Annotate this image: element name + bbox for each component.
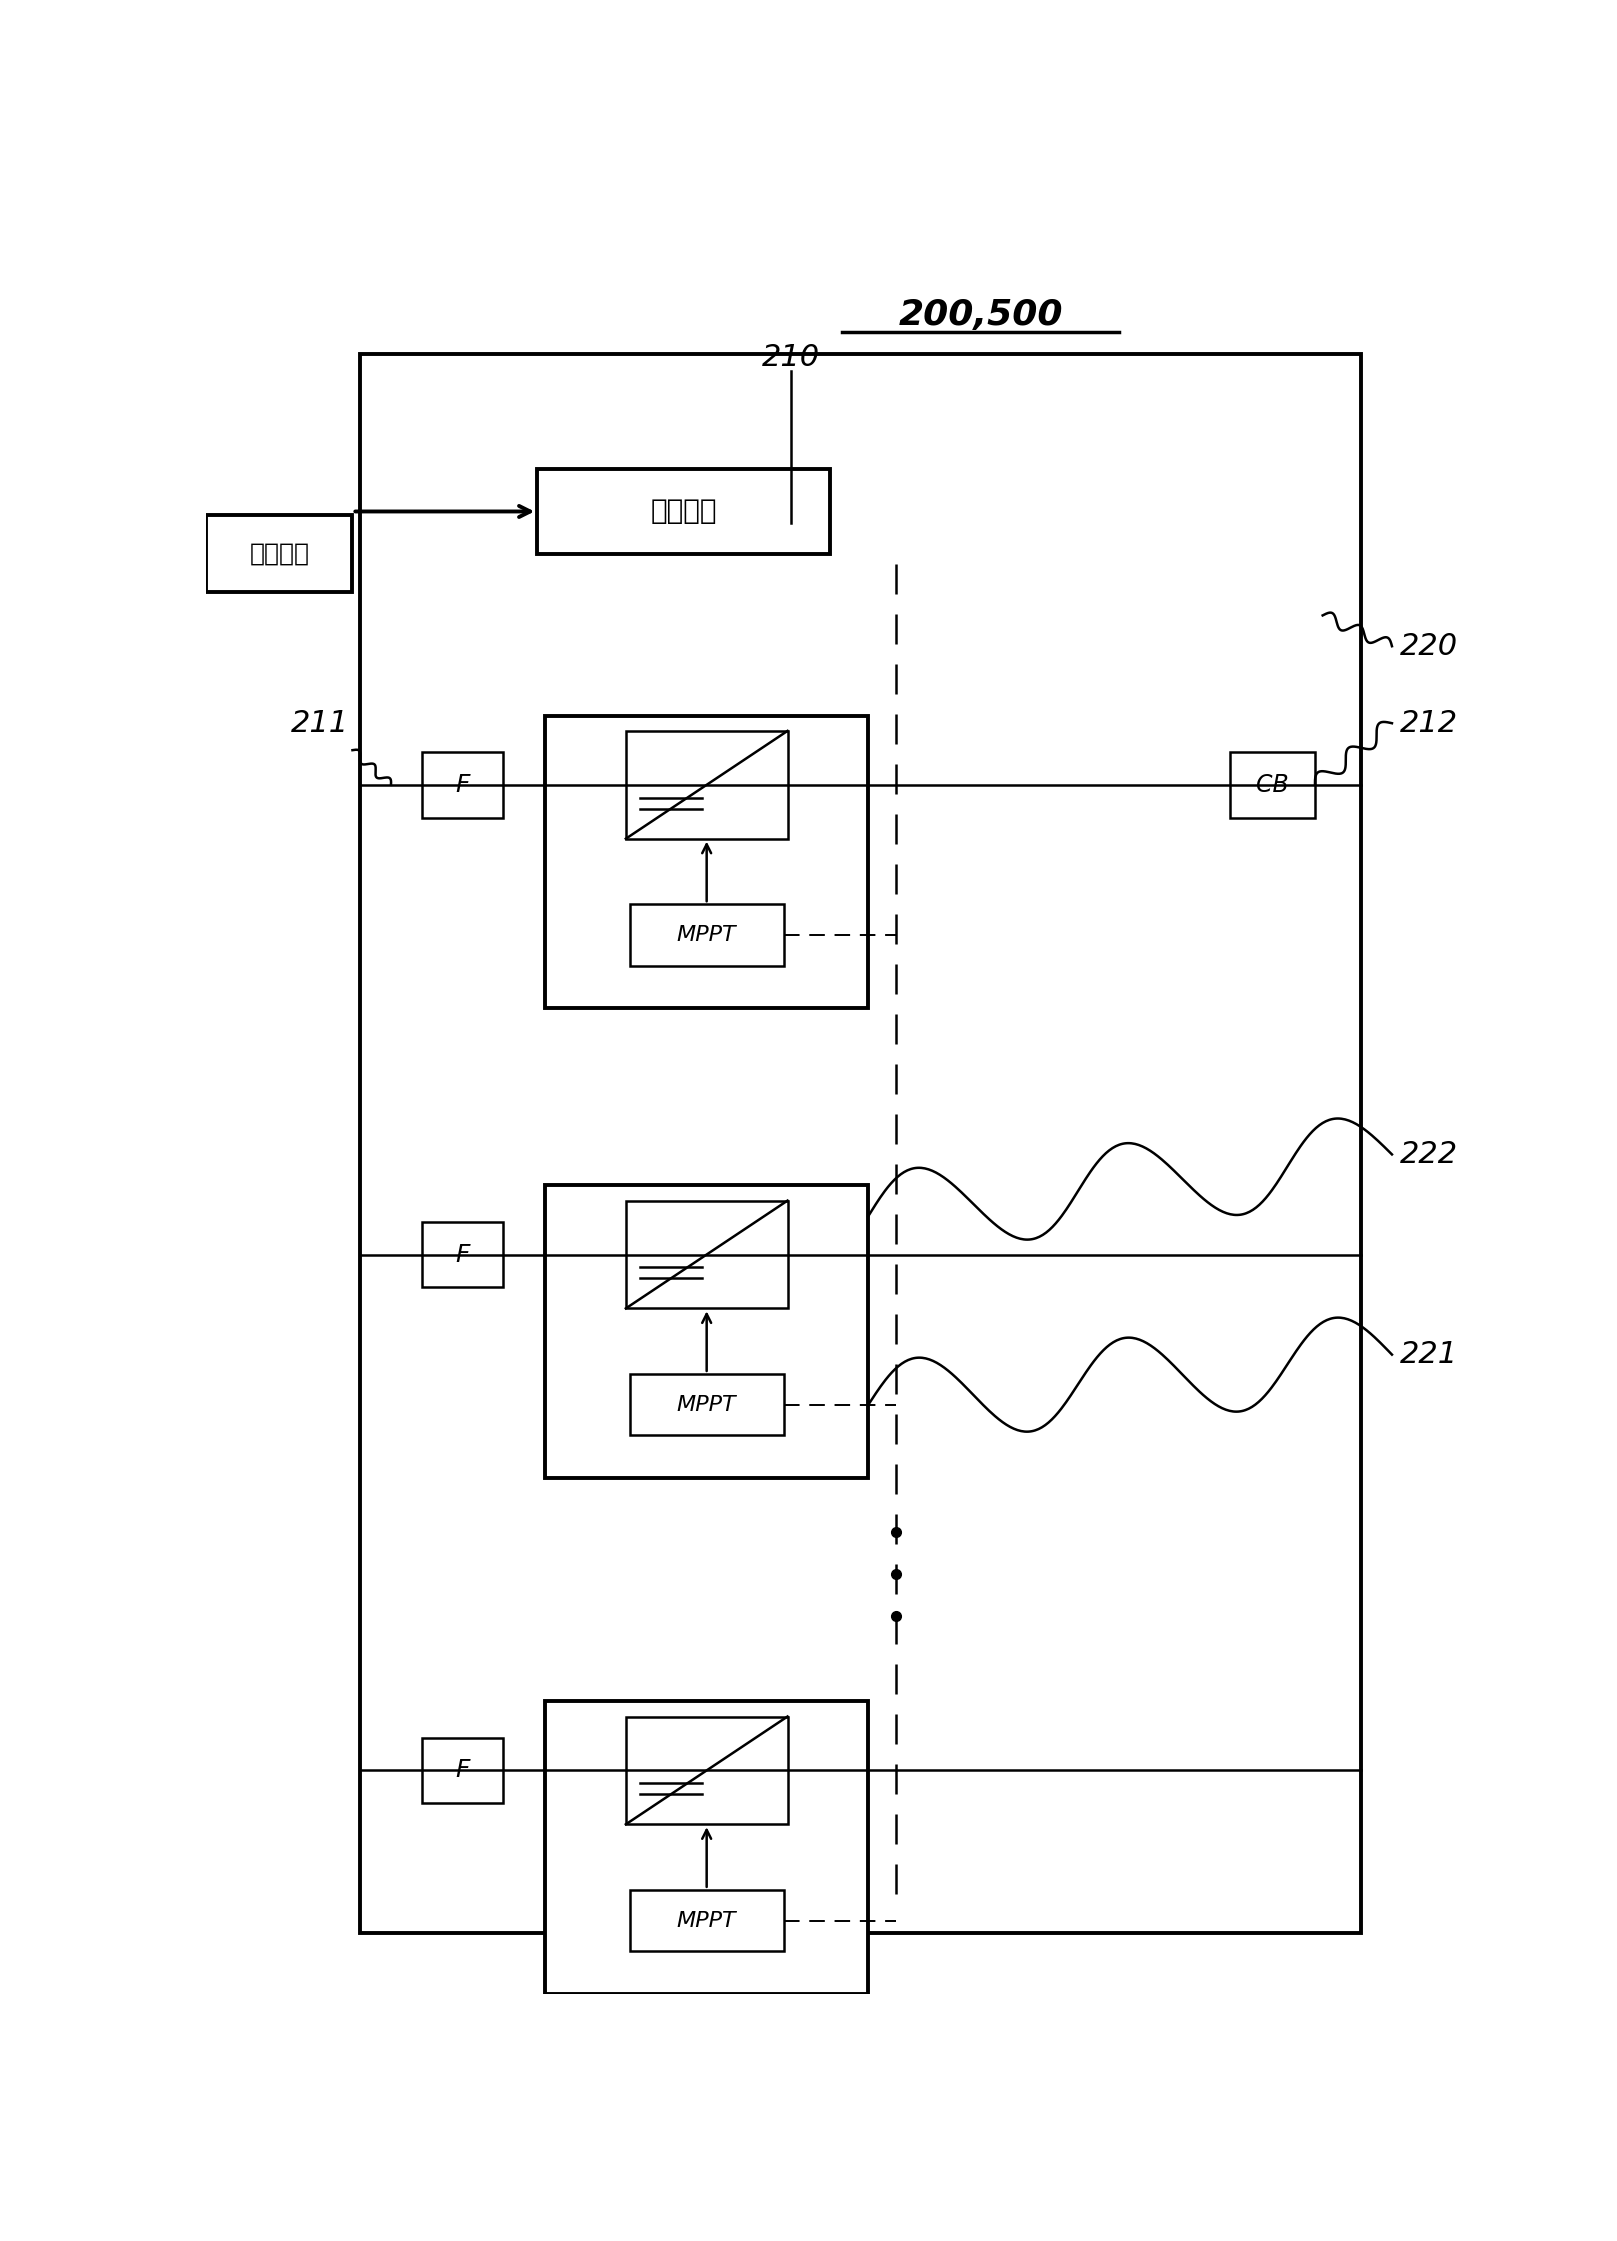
Bar — [1231, 753, 1315, 818]
Text: F: F — [454, 1759, 469, 1782]
Text: MPPT: MPPT — [678, 1394, 736, 1414]
Bar — [545, 715, 868, 1008]
Text: MPPT: MPPT — [678, 1912, 736, 1930]
Bar — [422, 1221, 503, 1286]
Text: F: F — [454, 1242, 469, 1266]
Text: 传感单元: 传感单元 — [249, 542, 309, 565]
Text: MPPT: MPPT — [678, 926, 736, 946]
Bar — [545, 1701, 868, 1994]
Bar — [422, 1737, 503, 1804]
Bar — [626, 731, 787, 838]
Bar — [629, 903, 784, 966]
Text: 220: 220 — [1400, 632, 1459, 661]
Bar — [207, 515, 353, 592]
Text: 221: 221 — [1400, 1340, 1459, 1369]
Bar — [545, 1185, 868, 1477]
Text: CB: CB — [1256, 773, 1289, 798]
Text: 200,500: 200,500 — [899, 298, 1062, 332]
Bar — [629, 1889, 784, 1952]
Bar — [629, 1374, 784, 1436]
Text: 控制单元: 控制单元 — [650, 498, 716, 524]
Text: 210: 210 — [762, 343, 820, 372]
Bar — [422, 753, 503, 818]
Text: F: F — [454, 773, 469, 798]
Bar — [626, 1201, 787, 1309]
Bar — [626, 1717, 787, 1824]
Text: 211: 211 — [291, 708, 349, 737]
Text: 222: 222 — [1400, 1141, 1459, 1170]
Bar — [537, 468, 830, 554]
Text: 212: 212 — [1400, 708, 1459, 737]
Bar — [361, 354, 1362, 1934]
